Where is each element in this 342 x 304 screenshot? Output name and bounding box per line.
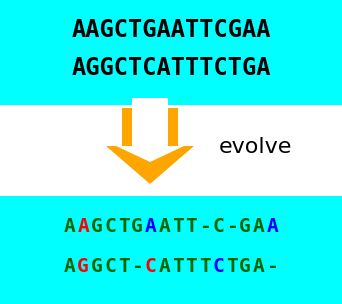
Text: T: T [118, 257, 130, 275]
Text: AGGCTCATTTCTGA: AGGCTCATTTCTGA [71, 56, 271, 80]
Bar [0, 196, 342, 304]
Text: G: G [131, 216, 143, 236]
Bar [0, 0, 342, 105]
Text: T: T [172, 257, 184, 275]
Text: A: A [253, 216, 265, 236]
Text: A: A [64, 216, 76, 236]
Text: -: - [131, 257, 143, 275]
Text: C: C [145, 257, 157, 275]
Text: A: A [266, 216, 278, 236]
Text: T: T [185, 257, 197, 275]
Text: G: G [77, 257, 89, 275]
Text: AAGCTGAATTCGAA: AAGCTGAATTCGAA [71, 18, 271, 42]
Text: A: A [64, 257, 76, 275]
Polygon shape [106, 108, 194, 184]
Text: C: C [212, 257, 224, 275]
Text: T: T [118, 216, 130, 236]
Text: T: T [185, 216, 197, 236]
Text: -: - [266, 257, 278, 275]
Text: G: G [91, 216, 103, 236]
Text: G: G [239, 257, 251, 275]
Text: evolve: evolve [218, 137, 292, 157]
Text: T: T [226, 257, 238, 275]
Text: A: A [158, 257, 170, 275]
Text: G: G [239, 216, 251, 236]
Text: C: C [212, 216, 224, 236]
Text: -: - [199, 216, 211, 236]
Text: G: G [91, 257, 103, 275]
Text: A: A [77, 216, 89, 236]
Text: A: A [145, 216, 157, 236]
Text: A: A [253, 257, 265, 275]
Polygon shape [116, 98, 184, 162]
Text: A: A [158, 216, 170, 236]
Text: T: T [172, 216, 184, 236]
Text: T: T [199, 257, 211, 275]
Text: -: - [226, 216, 238, 236]
Text: C: C [104, 257, 116, 275]
Text: C: C [104, 216, 116, 236]
